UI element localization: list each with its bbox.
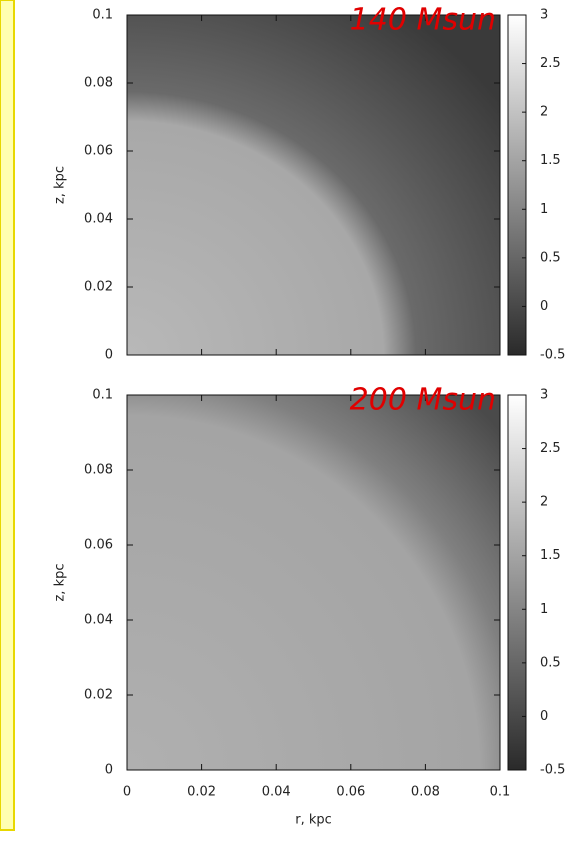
colorbar <box>508 15 526 355</box>
y-tick-label: 0 <box>105 348 113 363</box>
colorbar-tick-label: 1 <box>540 202 548 217</box>
colorbar-tick-label: -0.5 <box>540 348 565 363</box>
x-tick-label: 0.06 <box>336 785 365 800</box>
page: {"chart_data": [ {"type": "heatmap", "an… <box>0 0 581 859</box>
x-tick-label: 0.08 <box>411 785 440 800</box>
colorbar-tick-label: -0.5 <box>540 763 565 778</box>
y-tick-label: 0.04 <box>84 613 113 628</box>
density-map <box>127 15 500 355</box>
y-tick-label: 0.08 <box>84 463 113 478</box>
colorbar-tick-label: 3 <box>540 388 548 403</box>
colorbar-tick-label: 1.5 <box>540 153 561 168</box>
x-axis-label: r, kpc <box>295 813 332 828</box>
y-tick-label: 0 <box>105 763 113 778</box>
annotation: 140 Msun <box>350 3 496 38</box>
colorbar-tick-label: 0 <box>540 709 548 724</box>
y-tick-label: 0.06 <box>84 144 113 159</box>
x-tick-label: 0.02 <box>187 785 216 800</box>
y-tick-label: 0.04 <box>84 212 113 227</box>
colorbar-tick-label: 0 <box>540 299 548 314</box>
colorbar-tick-label: 1 <box>540 602 548 617</box>
colorbar-tick-label: 2.5 <box>540 441 561 456</box>
density-map <box>127 395 500 770</box>
side-strip <box>0 0 14 830</box>
y-tick-label: 0.1 <box>92 388 113 403</box>
colorbar-tick-label: 2 <box>540 105 548 120</box>
y-axis-label: z, kpc <box>53 563 68 601</box>
y-tick-label: 0.08 <box>84 76 113 91</box>
y-tick-label: 0.1 <box>92 8 113 23</box>
colorbar <box>508 395 526 770</box>
figure: 00.020.040.060.080.1z, kpc140 Msun-0.500… <box>0 0 581 859</box>
x-tick-label: 0.1 <box>490 785 511 800</box>
x-tick-label: 0 <box>123 785 131 800</box>
y-tick-label: 0.02 <box>84 688 113 703</box>
colorbar-tick-label: 0.5 <box>540 655 561 670</box>
y-tick-label: 0.02 <box>84 280 113 295</box>
y-axis-label: z, kpc <box>53 166 68 204</box>
y-tick-label: 0.06 <box>84 538 113 553</box>
colorbar-tick-label: 2 <box>540 495 548 510</box>
annotation: 200 Msun <box>350 383 496 418</box>
x-tick-label: 0.04 <box>262 785 291 800</box>
colorbar-tick-label: 0.5 <box>540 250 561 265</box>
colorbar-tick-label: 2.5 <box>540 56 561 71</box>
colorbar-tick-label: 3 <box>540 8 548 23</box>
colorbar-tick-label: 1.5 <box>540 548 561 563</box>
